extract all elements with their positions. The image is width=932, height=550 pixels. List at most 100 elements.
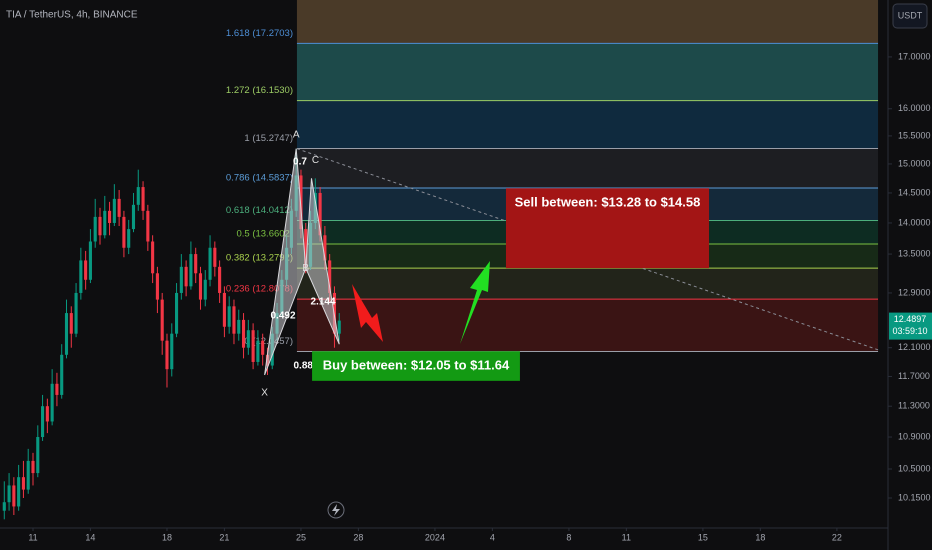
candle-body (79, 260, 83, 293)
candle-body (45, 406, 49, 422)
candle-body (17, 477, 21, 507)
x-tick-label: 4 (490, 532, 495, 542)
zone-box (505, 188, 710, 269)
zone-box-text: Sell between: $13.28 to $14.58 (515, 195, 701, 210)
y-tick-label: 13.5000 (898, 248, 931, 258)
candle-body (218, 266, 222, 293)
fib-label: 1.272 (16.1530) (226, 85, 293, 96)
fib-zone (296, 43, 879, 101)
candle-body (208, 247, 212, 280)
candle-body (151, 241, 155, 274)
candle-body (222, 292, 226, 327)
pattern-point-label: X (261, 388, 268, 399)
candle-body (227, 306, 231, 327)
candle-body (189, 254, 193, 287)
candle-body (251, 330, 255, 362)
x-tick-label: 11 (28, 532, 37, 542)
candle-body (122, 216, 126, 248)
x-tick-label: 25 (296, 532, 306, 542)
y-tick-label: 14.0000 (898, 217, 931, 227)
replay-icon[interactable] (327, 501, 345, 519)
up-arrow (460, 261, 490, 344)
candle-body (160, 299, 164, 341)
fib-label: 0.786 (14.5837) (226, 173, 293, 184)
pattern-point-label: A (293, 129, 300, 140)
chart-title: TIA / TetherUS, 4h, BINANCE (6, 10, 138, 21)
fib-label: 0 (12.0457) (244, 336, 293, 347)
candle-body (112, 198, 116, 223)
x-tick-label: 28 (353, 532, 363, 542)
candle-body (170, 333, 174, 370)
fib-label: 0.382 (13.2792) (226, 253, 293, 264)
x-tick-label: 8 (566, 532, 571, 542)
candle-body (69, 313, 73, 334)
fib-zone (296, 299, 879, 352)
last-price: 12.4897 (894, 314, 927, 324)
candle-body (88, 241, 92, 280)
fib-label: 0.618 (14.0412) (226, 205, 293, 216)
pattern-ratio: 2.144 (310, 297, 335, 308)
y-tick-label: 14.5000 (898, 187, 931, 197)
last-price-box (889, 312, 932, 340)
candle-body (318, 192, 322, 236)
candle-body (98, 216, 102, 236)
candle-body (12, 485, 16, 507)
y-tick-label: 17.0000 (898, 51, 931, 61)
candle-body (203, 279, 207, 300)
candle-body (31, 460, 35, 474)
fib-label: 0.236 (12.8078) (226, 284, 293, 295)
candle-body (174, 292, 179, 334)
candle-body (36, 437, 40, 474)
zone-box-text: Buy between: $12.05 to $11.64 (323, 357, 510, 372)
candle-body (328, 260, 332, 293)
pattern-triangle (264, 148, 307, 376)
pattern-point-label: B (302, 263, 309, 274)
y-tick-label: 15.0000 (898, 158, 931, 168)
pattern-ratio: 0.7 (293, 157, 307, 168)
currency: USDT (898, 10, 923, 20)
x-tick-label: 21 (219, 532, 229, 542)
candle-body (141, 187, 145, 211)
fib-label: 0.5 (13.6602) (236, 228, 293, 239)
candle-body (323, 235, 327, 261)
zone-box (312, 351, 520, 381)
fib-label: 1 (15.2747) (244, 133, 293, 144)
candle-body (237, 319, 241, 334)
y-tick-label: 10.9000 (898, 431, 931, 441)
candle-body (108, 210, 112, 223)
candle-body (155, 273, 159, 300)
x-tick-label: 18 (755, 532, 765, 542)
candle-body (41, 406, 45, 438)
candle-body (179, 266, 183, 293)
candle-body (26, 460, 30, 490)
x-tick-label: 22 (832, 532, 842, 542)
currency-button[interactable] (892, 3, 928, 29)
candle-body (103, 210, 107, 236)
pattern-ratio: 0.886 (293, 361, 318, 372)
x-tick-label: 2024 (425, 532, 445, 542)
x-tick-label: 11 (622, 532, 631, 542)
pattern-ratio: 0.492 (270, 311, 295, 322)
candle-body (304, 229, 308, 267)
candle-body (74, 292, 78, 334)
candle-body (84, 260, 88, 280)
fib-zone (296, 100, 879, 149)
fib-label: 1.618 (17.2703) (226, 28, 293, 39)
y-tick-label: 10.1500 (898, 492, 931, 502)
candle-body (50, 383, 54, 422)
candle-body (194, 254, 198, 274)
candle-body (64, 313, 69, 355)
candle-body (131, 204, 136, 230)
fib-zone (296, 268, 879, 300)
candle-body (146, 210, 150, 242)
candle-body (213, 247, 217, 267)
y-tick-label: 16.0000 (898, 103, 931, 113)
candle-body (136, 187, 140, 205)
replay-bolt (332, 504, 340, 516)
y-tick-label: 11.3000 (898, 401, 930, 411)
candle-body (7, 485, 11, 503)
candle-body (256, 340, 260, 362)
candle-body (93, 216, 97, 242)
candle-body (241, 319, 246, 348)
